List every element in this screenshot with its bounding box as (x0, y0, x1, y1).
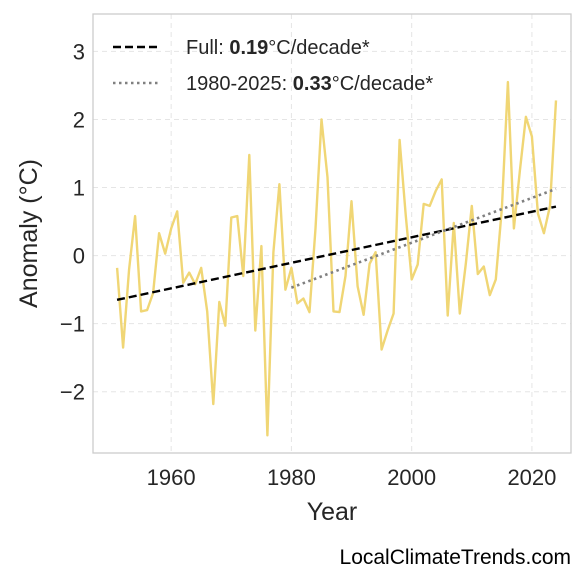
y-tick-labels: −2 −1 0 1 2 3 (60, 39, 85, 404)
x-tick-label: 2000 (387, 465, 436, 490)
x-tick-labels: 1960 1980 2000 2020 (147, 465, 557, 490)
site-credit: LocalClimateTrends.com (339, 546, 571, 569)
x-tick-label: 1980 (267, 465, 316, 490)
x-tick-label: 2020 (507, 465, 556, 490)
y-tick-label: −2 (60, 380, 85, 405)
y-tick-label: 0 (73, 244, 85, 269)
legend-entry-recent: 1980-2025: 0.33°C/decade* (186, 73, 433, 95)
x-axis-label: Year (307, 498, 358, 526)
legend-recent-prefix: 1980-2025: (186, 73, 293, 95)
legend-entry-full: Full: 0.19°C/decade* (186, 37, 370, 59)
legend-full-prefix: Full: (186, 37, 229, 59)
legend-full-rate: 0.19 (229, 37, 268, 59)
plot-frame (92, 13, 572, 454)
trend-layer (116, 187, 557, 302)
y-tick-label: 3 (73, 39, 85, 64)
anomaly-series-line (115, 80, 558, 437)
y-tick-label: 1 (73, 176, 85, 201)
recent-trend-line (290, 187, 557, 289)
y-axis-label: Anomaly (°C) (15, 159, 43, 308)
x-tick-label: 1960 (147, 465, 196, 490)
y-tick-label: 2 (73, 107, 85, 132)
full-trend-line (116, 205, 557, 302)
legend: Full: 0.19°C/decade* 1980-2025: 0.33°C/d… (113, 37, 433, 95)
legend-recent-suffix: °C/decade* (332, 73, 434, 95)
legend-recent-rate: 0.33 (293, 73, 332, 95)
y-tick-label: −1 (60, 312, 85, 337)
legend-full-suffix: °C/decade* (268, 37, 370, 59)
series-layer (115, 80, 558, 437)
